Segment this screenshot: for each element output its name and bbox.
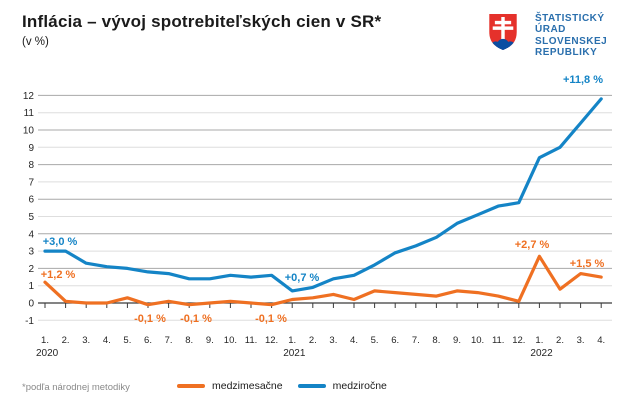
header: Inflácia – vývoj spotrebiteľských cien v… — [22, 11, 492, 48]
footnote: *podľa národnej metodiky — [22, 382, 130, 393]
annotation-label: +11,8 % — [563, 74, 603, 86]
x-axis-month-label: 5. — [123, 335, 131, 346]
series-line-medzirocne — [43, 97, 603, 293]
y-axis-label: 12 — [23, 91, 35, 102]
x-axis-month-label: 2. — [309, 335, 317, 346]
legend-label: medziročne — [332, 380, 387, 392]
x-axis-month-label: 10. — [224, 335, 237, 346]
y-axis-label: 10 — [23, 126, 35, 137]
y-axis-label: 9 — [28, 143, 34, 154]
annotation-label: +0,7 % — [285, 272, 320, 284]
page-subtitle: (v %) — [22, 36, 49, 48]
annotation-label: -0,1 % — [134, 313, 166, 325]
x-axis-month-label: 11. — [245, 335, 258, 346]
tricolor-red — [526, 42, 528, 56]
annotation-label: -0,1 % — [180, 313, 212, 325]
legend-label: medzimesačne — [212, 380, 283, 392]
logo-text: ŠTATISTICKÝ ÚRAD SLOVENSKEJ REPUBLIKY — [535, 13, 607, 59]
x-axis-month-label: 9. — [206, 335, 214, 346]
x-axis-month-label: 4. — [597, 335, 605, 346]
y-axis-label: 8 — [28, 160, 34, 171]
x-axis-month-label: 1. — [535, 335, 543, 346]
annotation-label: +2,7 % — [515, 239, 550, 251]
x-axis-month-label: 7. — [412, 335, 420, 346]
x-axis-month-label: 2. — [62, 335, 70, 346]
y-axis-label: 6 — [28, 195, 34, 206]
x-axis-month-label: 6. — [391, 335, 399, 346]
logo-line-4: REPUBLIKY — [535, 47, 598, 59]
x-axis-month-label: 3. — [329, 335, 337, 346]
x-axis-year-label: 2020 — [36, 348, 59, 359]
y-axis-label: -1 — [25, 316, 34, 327]
x-axis-month-label: 12. — [512, 335, 525, 346]
bottom-row: *podľa národnej metodiky medzimesačne me… — [0, 380, 620, 398]
logo-tricolor-divider — [526, 14, 528, 56]
x-axis-month-label: 6. — [144, 335, 152, 346]
y-axis-label: 1 — [28, 281, 34, 292]
y-axis-label: 2 — [28, 264, 34, 275]
x-axis-month-label: 2. — [556, 335, 564, 346]
logo-line-3: SLOVENSKEJ — [535, 35, 608, 47]
series-line-medzimesacne — [43, 254, 603, 307]
y-axis-label: 3 — [28, 247, 34, 258]
x-axis-month-label: 1. — [288, 335, 296, 346]
x-axis-month-label: 3. — [577, 335, 585, 346]
x-axis-month-label: 3. — [82, 335, 90, 346]
y-axis-label: 4 — [28, 229, 34, 240]
legend: medzimesačne medziročne — [177, 380, 387, 392]
annotation-label: +3,0 % — [43, 236, 78, 248]
y-axis-label: 11 — [24, 108, 35, 119]
x-axis-year-label: 2022 — [530, 348, 553, 359]
x-axis-month-label: 8. — [432, 335, 440, 346]
x-axis-month-label: 11. — [492, 335, 505, 346]
tricolor-white — [526, 14, 528, 28]
logo-line-1: ŠTATISTICKÝ — [535, 13, 605, 24]
logo-line-2: ÚRAD — [535, 24, 566, 36]
annotation-label: +1,5 % — [570, 258, 605, 270]
x-axis-month-label: 4. — [350, 335, 358, 346]
annotation-label: -0,1 % — [255, 313, 287, 325]
y-axis-label: 7 — [28, 177, 34, 188]
x-axis-month-label: 1. — [41, 335, 49, 346]
y-axis-label: 5 — [28, 212, 34, 223]
x-axis-year-label: 2021 — [283, 348, 306, 359]
x-axis-month-label: 12. — [265, 335, 278, 346]
x-axis-month-label: 8. — [185, 335, 193, 346]
y-axis-label: 0 — [28, 299, 34, 310]
slovak-coat-of-arms-icon — [489, 14, 517, 50]
x-axis-month-label: 10. — [471, 335, 484, 346]
x-axis-month-label: 7. — [165, 335, 173, 346]
x-axis-month-label: 4. — [103, 335, 111, 346]
annotation-label: +1,2 % — [41, 269, 76, 281]
legend-item-medzirocne: medziročne — [297, 380, 387, 392]
x-axis-month-label: 9. — [453, 335, 461, 346]
legend-item-medzimesacne: medzimesačne — [177, 380, 283, 392]
susr-logo: ŠTATISTICKÝ ÚRAD SLOVENSKEJ REPUBLIKY — [488, 12, 607, 59]
legend-swatch-blue — [297, 384, 326, 388]
page-title: Inflácia – vývoj spotrebiteľských cien v… — [22, 12, 382, 31]
tricolor-blue — [526, 28, 528, 42]
x-axis-month-label: 5. — [371, 335, 379, 346]
legend-swatch-orange — [177, 384, 205, 388]
